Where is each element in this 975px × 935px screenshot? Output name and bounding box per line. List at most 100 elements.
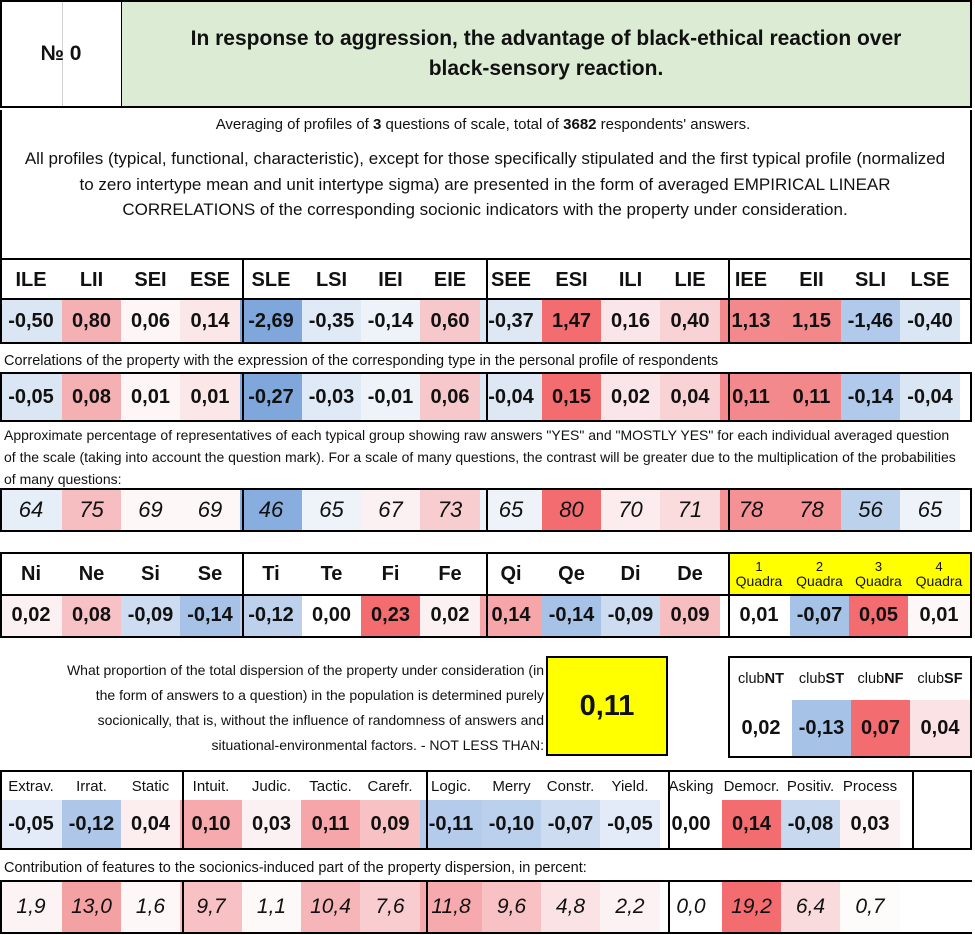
type-correlation-value-lse: -0,04 — [900, 374, 960, 420]
trait-value-process: 0,03 — [840, 800, 900, 848]
type-profile-value-lse: -0,40 — [900, 300, 960, 342]
trait-label-process: Process — [840, 772, 900, 800]
type-label-lse: LSE — [900, 260, 960, 300]
trait-contribution-irrat: 13,0 — [62, 882, 121, 932]
type-profile-value-ile: -0,50 — [0, 300, 62, 342]
type-correlation-value-ile: -0,05 — [0, 374, 62, 420]
grid-line — [970, 258, 972, 342]
grid-line — [0, 770, 972, 772]
trait-value-static: 0,04 — [121, 800, 180, 848]
function-label-fe: Fe — [420, 554, 480, 594]
trait-value-irrat: -0,12 — [62, 800, 121, 848]
function-label-de: De — [660, 554, 720, 594]
trait-contribution-democr: 19,2 — [722, 882, 781, 932]
type-percentage-value-sle: 46 — [240, 490, 302, 530]
trait-contribution-merry: 9,6 — [482, 882, 541, 932]
function-value-qe: -0,14 — [542, 594, 601, 636]
grid-line — [0, 110, 2, 258]
grid-line — [0, 880, 972, 882]
grid-line — [912, 770, 914, 850]
function-value-si: -0,09 — [121, 594, 180, 636]
club-name: SF — [944, 671, 963, 687]
contribution-note: Contribution of features to the sociоnic… — [4, 860, 587, 876]
type-profile-value-ese: 0,14 — [180, 300, 240, 342]
type-label-iei: IEI — [361, 260, 420, 300]
grid-line — [970, 372, 972, 420]
type-label-sei: SEI — [121, 260, 180, 300]
grid-line — [728, 372, 730, 420]
function-value-di: -0,09 — [601, 594, 660, 636]
type-label-sli: SLI — [841, 260, 900, 300]
type-label-ese: ESE — [180, 260, 240, 300]
trait-value-positiv: -0,08 — [781, 800, 840, 848]
quadra-header-2: 2 Quadra — [790, 554, 849, 594]
grid-line — [728, 488, 730, 530]
correlation-note: Correlations of the property with the ex… — [4, 353, 719, 369]
function-value-fe: 0,02 — [420, 594, 480, 636]
grid-line — [0, 880, 2, 934]
type-correlation-value-lie: 0,04 — [660, 374, 720, 420]
club-prefix: club — [798, 671, 826, 687]
type-label-ile: ILE — [0, 260, 62, 300]
grid-line — [668, 770, 670, 850]
club-header-sf: club SF — [910, 658, 970, 700]
trait-label-asking: Asking — [660, 772, 722, 800]
quadra-label: Quadra — [855, 573, 902, 589]
club-header-st: club ST — [792, 658, 851, 700]
trait-label-merry: Merry — [482, 772, 541, 800]
trait-label-intuit: Intuit. — [180, 772, 242, 800]
trait-label-positiv: Positiv. — [781, 772, 840, 800]
type-percentage-value-eii: 78 — [782, 490, 841, 530]
grid-line — [0, 770, 2, 850]
trait-label-carefr: Carefr. — [360, 772, 420, 800]
grid-line — [728, 552, 730, 638]
function-value-ti: -0,12 — [240, 594, 302, 636]
description: All profiles (typical, functional, chara… — [24, 149, 946, 219]
quadra-number: 1 — [755, 559, 763, 574]
trait-contribution-yield: 2,2 — [600, 882, 660, 932]
quadra-label: Quadra — [796, 573, 843, 589]
quadra-header-4: 4 Quadra — [908, 554, 970, 594]
profile-number: № 0 — [40, 42, 82, 65]
quadra-header-3: 3 Quadra — [849, 554, 908, 594]
type-correlation-value-lii: 0,08 — [62, 374, 121, 420]
type-percentage-value-lse: 65 — [900, 490, 960, 530]
page-title: In response to aggression, the advantage… — [190, 27, 902, 80]
trait-label-constr: Constr. — [541, 772, 600, 800]
percentage-note: Approximate percentage of representative… — [4, 427, 956, 487]
type-label-iee: IEE — [720, 260, 782, 300]
grid-line — [0, 372, 2, 420]
grid-line — [426, 770, 428, 850]
type-label-lii: LII — [62, 260, 121, 300]
type-profile-value-sei: 0,06 — [121, 300, 180, 342]
type-percentage-value-lie: 71 — [660, 490, 720, 530]
type-correlation-value-lsi: -0,03 — [302, 374, 361, 420]
trait-contribution-logic: 11,8 — [420, 882, 482, 932]
grid-line — [242, 488, 244, 530]
grid-line — [0, 552, 2, 638]
grid-line — [182, 880, 184, 934]
grid-line — [970, 552, 972, 638]
grid-line — [668, 880, 670, 934]
trait-contribution-extrav: 1,9 — [0, 882, 62, 932]
function-value-te: 0,00 — [302, 594, 361, 636]
type-profile-value-ili: 0,16 — [601, 300, 660, 342]
trait-value-judic: 0,03 — [242, 800, 301, 848]
club-name: NF — [884, 671, 904, 687]
function-label-qi: Qi — [480, 554, 542, 594]
club-value-nt: 0,02 — [730, 700, 792, 756]
type-profile-value-iee: 1,13 — [720, 300, 782, 342]
grid-line — [486, 488, 488, 530]
dispersion-note: What proportion of the total dispersion … — [66, 662, 544, 753]
type-correlation-value-sei: 0,01 — [121, 374, 180, 420]
type-percentage-value-ile: 64 — [0, 490, 62, 530]
grid-line — [0, 420, 972, 422]
header-number-cell: № 0 — [0, 0, 122, 108]
function-label-ni: Ni — [0, 554, 62, 594]
type-percentage-value-ese: 69 — [180, 490, 240, 530]
type-correlation-value-sli: -0,14 — [841, 374, 900, 420]
answer-count: 3682 — [563, 116, 597, 133]
trait-label-irrat: Irrat. — [62, 772, 121, 800]
function-value-qi: 0,14 — [480, 594, 542, 636]
type-profile-value-eii: 1,15 — [782, 300, 841, 342]
